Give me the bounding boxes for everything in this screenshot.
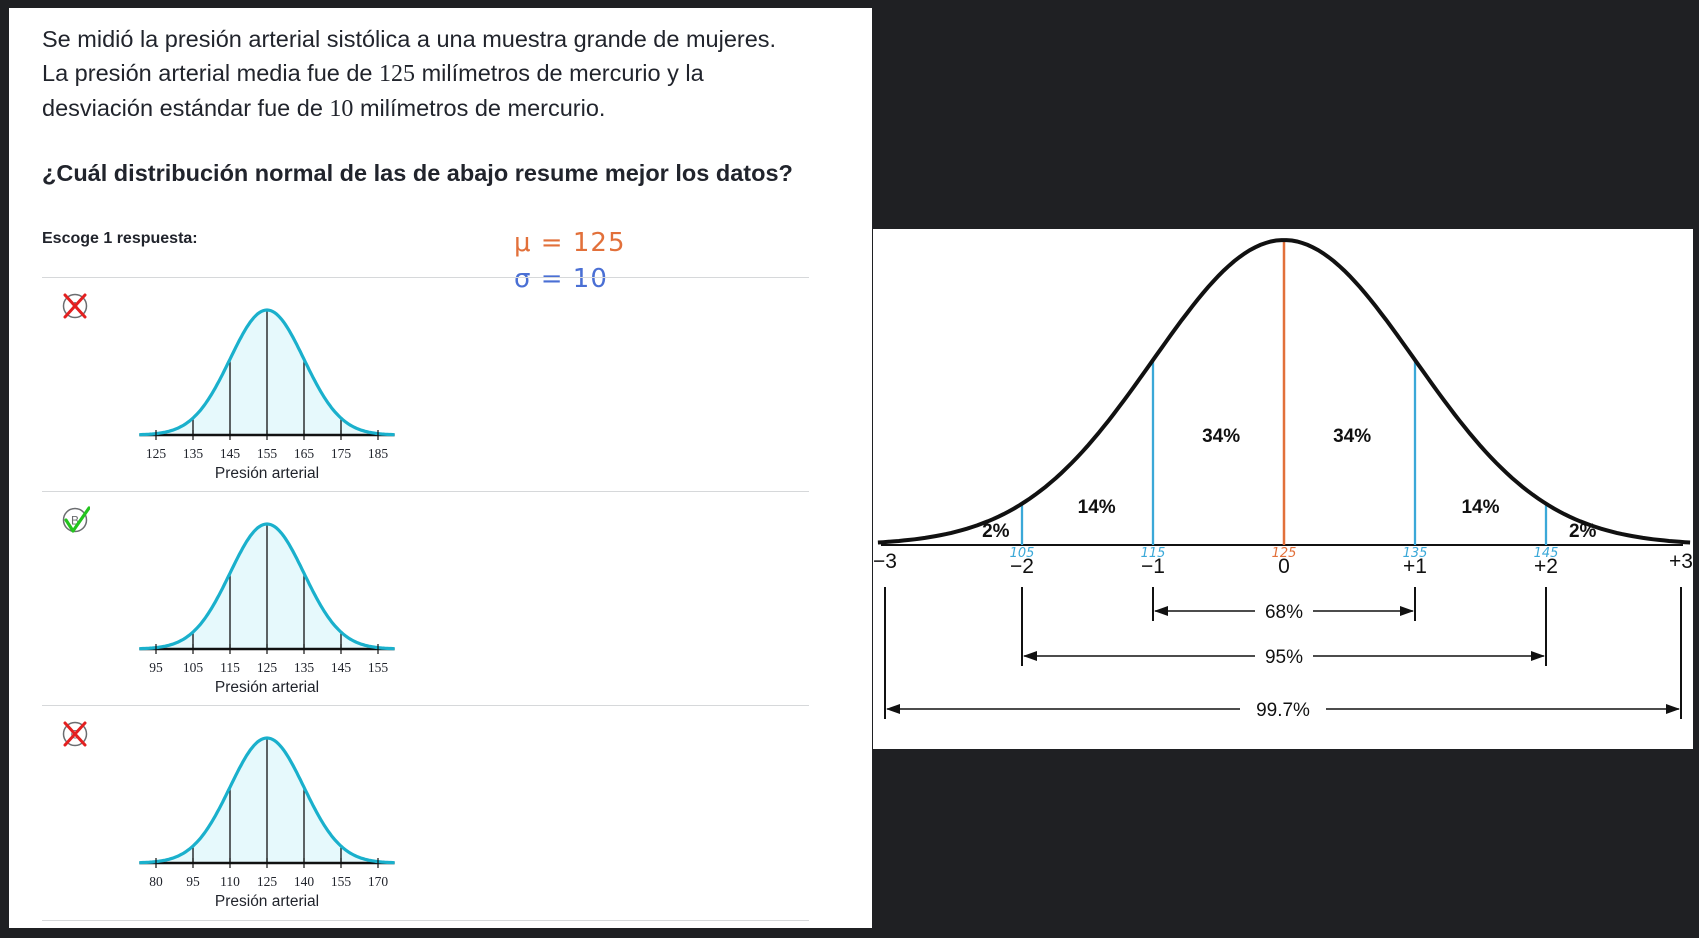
prompt-text-3: milímetros de mercurio.	[353, 95, 606, 121]
prompt-text-1: Se midió la presión arterial sistólica a…	[42, 26, 777, 86]
choice-a[interactable]: A 125 135 145 155 165 175 185 Presión arterial	[42, 277, 809, 492]
region-percentage: 2%	[982, 521, 1010, 542]
question-prompt: Se midió la presión arterial sistólica a…	[42, 22, 802, 126]
handwritten-value-label: 135	[1403, 546, 1428, 561]
tick-label: 175	[331, 446, 352, 461]
arrow-left-icon	[1154, 606, 1168, 616]
z-tick-label: +2	[1534, 555, 1558, 578]
choice-letter-b: B	[71, 514, 79, 528]
tick-label: 135	[183, 446, 204, 461]
choice-c[interactable]: C 80 95 110 125 140 155 170 Presión arterial	[42, 705, 809, 921]
region-percentage: 14%	[1461, 497, 1499, 518]
reference-panel: 2% 14% 34% 34% 14% 2% −3 −2 −1 0 +1 +2 +3 105 115 125 13…	[873, 229, 1693, 749]
tick-label: 145	[331, 660, 352, 675]
tick-label: 155	[368, 660, 389, 675]
incorrect-marker-icon: A	[62, 293, 88, 319]
arrow-right-icon	[1666, 704, 1680, 714]
span-label: 95%	[1265, 647, 1303, 668]
question-panel: Se midió la presión arterial sistólica a…	[9, 8, 872, 928]
tick-label: 80	[149, 874, 163, 889]
choose-label: Escoge 1 respuesta:	[42, 230, 198, 247]
choice-a-chart: 125 135 145 155 165 175 185 Presión arterial	[139, 308, 395, 482]
z-tick-label: 0	[1278, 555, 1290, 578]
handwritten-value-label: 125	[1272, 546, 1297, 561]
normal-curve	[139, 308, 395, 437]
choice-b-chart: 95 105 115 125 135 145 155 Presión arterial	[139, 522, 395, 696]
tick-label: 95	[186, 874, 200, 889]
empirical-rule-chart: 2% 14% 34% 34% 14% 2% −3 −2 −1 0 +1 +2 +3 105 115 125 13…	[873, 238, 1693, 721]
region-percentage: 34%	[1333, 426, 1371, 447]
region-percentage: 2%	[1569, 521, 1597, 542]
handwritten-value-label: 105	[1010, 546, 1035, 561]
prompt-mean-value: 125	[379, 61, 416, 87]
handwritten-value-label: 145	[1534, 546, 1559, 561]
normal-curve	[139, 736, 395, 865]
tick-label: 110	[220, 874, 240, 889]
tick-label: 145	[220, 446, 241, 461]
arrow-left-icon	[1023, 651, 1037, 661]
span-label: 99.7%	[1256, 700, 1310, 721]
tick-label: 135	[294, 660, 315, 675]
tick-label: 185	[368, 446, 389, 461]
prompt-sd-value: 10	[329, 96, 354, 122]
tick-label: 105	[183, 660, 204, 675]
tick-label: 125	[257, 660, 278, 675]
normal-curve	[139, 522, 395, 651]
region-percentage: 34%	[1202, 426, 1240, 447]
tick-label: 115	[220, 660, 240, 675]
x-axis-label: Presión arterial	[215, 679, 319, 696]
incorrect-marker-icon: C	[62, 721, 88, 747]
choice-b[interactable]: B 95 105 115 125 135 145 155 Presión arterial	[42, 491, 809, 706]
tick-label: 165	[294, 446, 315, 461]
tick-label: 170	[368, 874, 389, 889]
prompt-text-2: milímetros de mercurio y la desviación e…	[42, 60, 704, 121]
arrow-right-icon	[1400, 606, 1414, 616]
question-ask: ¿Cuál distribución normal de las de abaj…	[42, 160, 793, 186]
choice-c-chart: 80 95 110 125 140 155 170 Presión arterial	[139, 736, 395, 910]
tick-label: 155	[257, 446, 278, 461]
correct-marker-icon: B	[62, 506, 90, 533]
region-percentage: 14%	[1078, 497, 1116, 518]
handwritten-sigma-note: σ = 10	[514, 264, 608, 294]
z-tick-label: −1	[1141, 555, 1165, 578]
tick-label: 125	[257, 874, 278, 889]
arrow-right-icon	[1531, 651, 1545, 661]
z-tick-label: −3	[873, 550, 897, 573]
z-tick-label: +3	[1669, 550, 1693, 573]
z-tick-label: +1	[1403, 555, 1427, 578]
x-axis-label: Presión arterial	[215, 465, 319, 482]
tick-label: 95	[149, 660, 163, 675]
tick-label: 125	[146, 446, 167, 461]
handwritten-mu-note: μ = 125	[514, 228, 626, 258]
z-tick-label: −2	[1010, 555, 1034, 578]
span-label: 68%	[1265, 602, 1303, 623]
tick-label: 155	[331, 874, 352, 889]
tick-label: 140	[294, 874, 315, 889]
handwritten-value-label: 115	[1141, 546, 1166, 561]
ref-normal-curve	[877, 238, 1691, 545]
x-axis-label: Presión arterial	[215, 893, 319, 910]
arrow-left-icon	[886, 704, 900, 714]
